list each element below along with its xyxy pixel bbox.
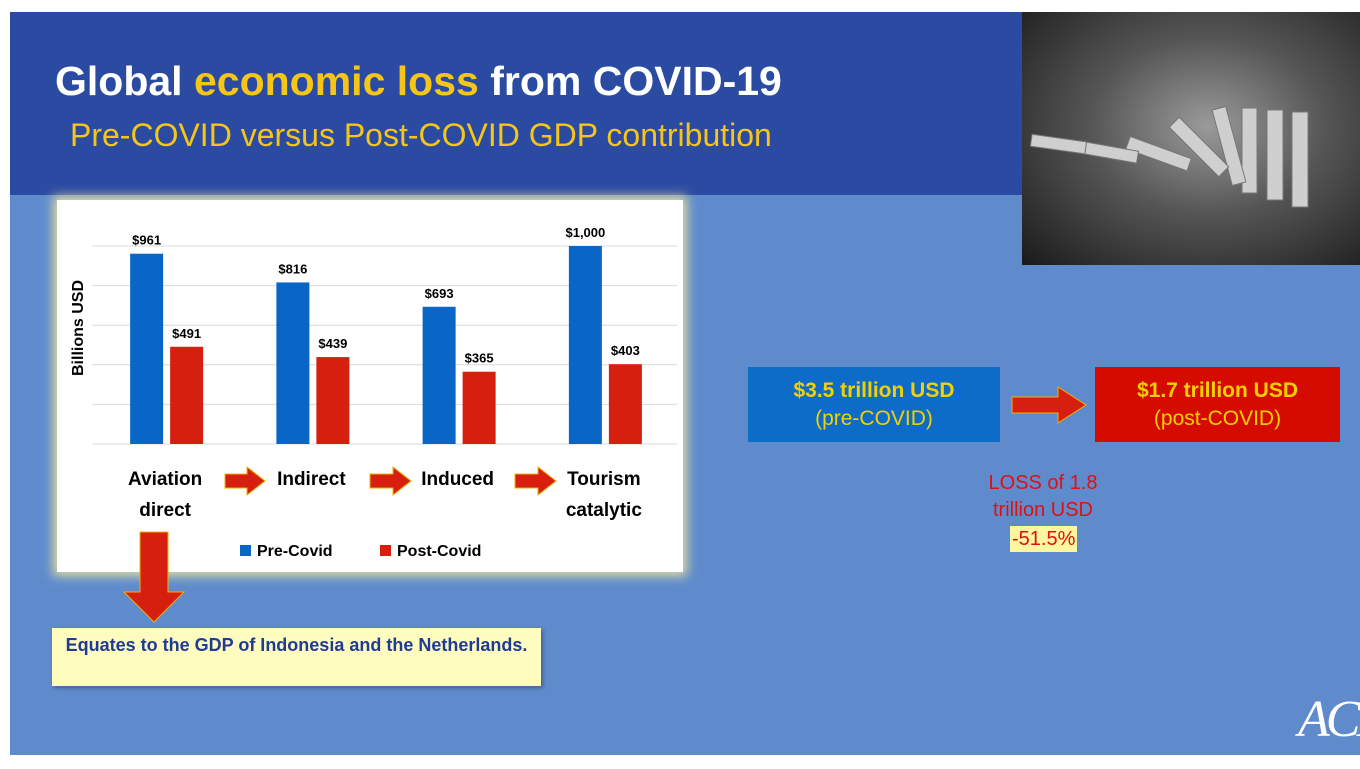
x-tick-label: Aviation direct: [110, 464, 220, 526]
title-highlight: economic loss: [194, 58, 479, 104]
value-label: $491: [172, 326, 201, 341]
legend-label: Pre-Covid: [257, 543, 333, 560]
value-label: $1,000: [565, 225, 605, 240]
title-text: Global: [55, 58, 183, 104]
post-covid-box: $1.7 trillion USD(post-COVID): [1095, 367, 1340, 442]
box-amount: $3.5 trillion USD: [748, 377, 1000, 405]
value-label: $961: [132, 233, 161, 248]
bar: [170, 347, 203, 444]
x-tick-label: Induced: [403, 464, 513, 495]
bar: [463, 372, 496, 444]
bar: [276, 282, 309, 444]
down-arrow: [120, 530, 190, 625]
right-arrow: [1010, 385, 1088, 425]
domino-art: [1022, 12, 1360, 265]
bar: [130, 254, 163, 444]
logo: ACI: [1298, 690, 1360, 749]
x-tick-label: Tourism catalytic: [549, 464, 659, 526]
y-axis-label: Billions USD: [70, 280, 87, 376]
title: Global economic loss from COVID-19: [55, 58, 782, 105]
slide: Global economic loss from COVID-19 Pre-C…: [0, 0, 1360, 769]
value-label: $365: [465, 351, 494, 366]
box-label: (post-COVID): [1154, 407, 1281, 430]
bar: [569, 246, 602, 444]
box-amount: $1.7 trillion USD: [1095, 377, 1340, 405]
loss-text: LOSS of 1.8 trillion USD: [960, 470, 1126, 524]
callout: Equates to the GDP of Indonesia and the …: [52, 628, 541, 686]
source: Source: ATAG: [1030, 752, 1118, 768]
value-label: $816: [278, 261, 307, 276]
loss-percent: -51.5%: [1010, 526, 1077, 552]
title-text: from COVID-19: [490, 58, 782, 104]
domino-photo: [1022, 12, 1360, 265]
bar: [316, 357, 349, 444]
value-label: $693: [425, 286, 454, 301]
bar: [423, 307, 456, 444]
box-label: (pre-COVID): [815, 407, 933, 430]
subtitle: Pre-COVID versus Post-COVID GDP contribu…: [70, 117, 772, 154]
chart-panel: Billions USD $961 $491 $816 $439 $693 $365 $1,…: [57, 200, 683, 572]
pre-covid-box: $3.5 trillion USD(pre-COVID): [748, 367, 1000, 442]
legend-swatch: [240, 545, 251, 556]
legend-label: Post-Covid: [397, 543, 481, 560]
bar: [609, 364, 642, 444]
x-tick-label: Indirect: [256, 464, 366, 495]
legend-swatch: [380, 545, 391, 556]
value-label: $439: [318, 336, 347, 351]
value-label: $403: [611, 343, 640, 358]
